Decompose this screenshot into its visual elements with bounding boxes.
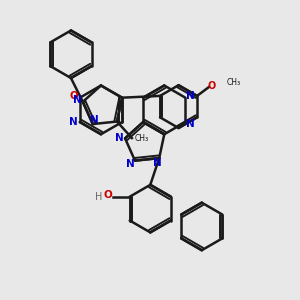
Text: N: N (69, 117, 78, 127)
Text: O: O (104, 190, 113, 200)
Text: N: N (73, 95, 82, 105)
Text: O: O (70, 91, 78, 101)
Text: N: N (186, 118, 195, 128)
Text: N: N (115, 134, 124, 143)
Text: N: N (90, 115, 99, 124)
Text: CH₃: CH₃ (227, 78, 241, 87)
Text: N: N (186, 91, 195, 101)
Text: H: H (95, 192, 102, 202)
Text: O: O (208, 80, 216, 91)
Text: N: N (153, 158, 162, 167)
Text: N: N (126, 159, 135, 169)
Text: CH₃: CH₃ (135, 134, 149, 142)
